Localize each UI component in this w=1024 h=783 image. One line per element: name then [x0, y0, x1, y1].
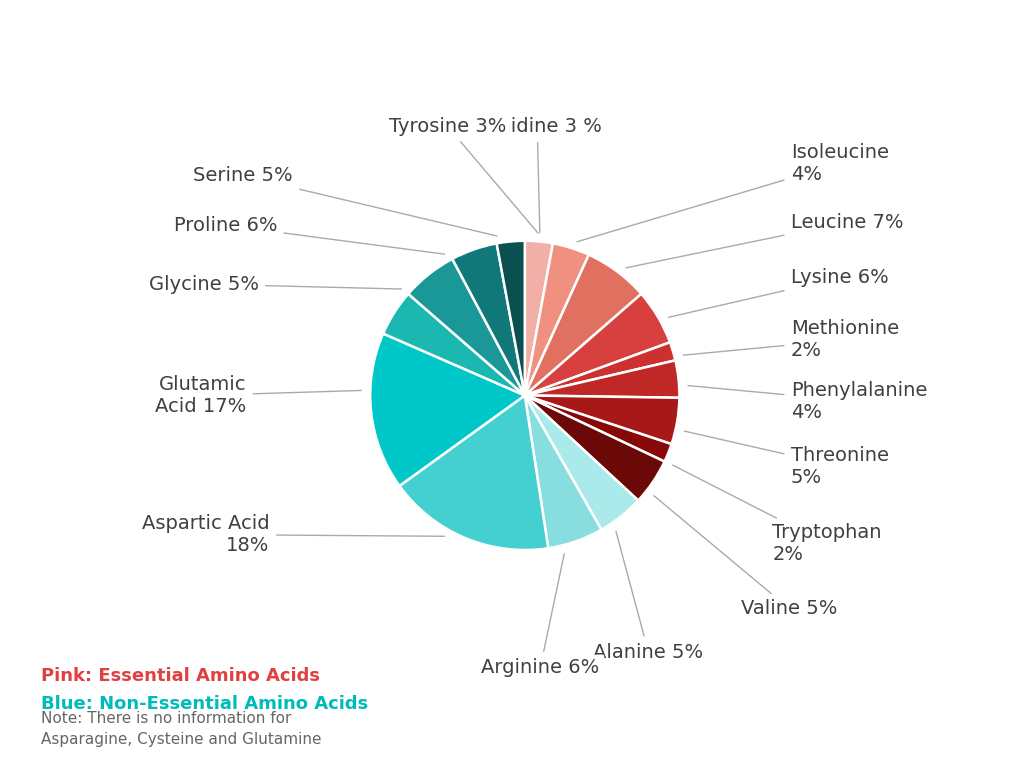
Wedge shape [371, 334, 524, 486]
Wedge shape [409, 259, 524, 395]
Text: Tyrosine 3%: Tyrosine 3% [389, 117, 539, 233]
Text: Histidine 3 %: Histidine 3 % [473, 117, 602, 233]
Wedge shape [524, 395, 665, 500]
Text: Arginine 6%: Arginine 6% [481, 554, 599, 677]
Wedge shape [524, 395, 679, 444]
Wedge shape [524, 360, 679, 398]
Wedge shape [524, 254, 641, 395]
Wedge shape [524, 395, 638, 529]
Text: Blue: Non-Essential Amino Acids: Blue: Non-Essential Amino Acids [41, 695, 369, 713]
Wedge shape [399, 395, 548, 550]
Text: Leucine 7%: Leucine 7% [626, 213, 903, 268]
Text: Aspartic Acid
18%: Aspartic Acid 18% [142, 514, 444, 555]
Wedge shape [524, 244, 589, 395]
Text: Serine 5%: Serine 5% [194, 167, 497, 236]
Wedge shape [524, 342, 676, 395]
Text: Alanine 5%: Alanine 5% [594, 531, 703, 662]
Text: Isoleucine
4%: Isoleucine 4% [578, 143, 889, 242]
Wedge shape [383, 294, 524, 395]
Text: Tryptophan
2%: Tryptophan 2% [673, 465, 882, 565]
Wedge shape [524, 241, 553, 395]
Text: Proline 6%: Proline 6% [174, 216, 444, 254]
Text: Glutamic
Acid 17%: Glutamic Acid 17% [156, 375, 361, 416]
Wedge shape [524, 395, 672, 461]
Text: Lysine 6%: Lysine 6% [669, 269, 889, 317]
Text: Phenylalanine
4%: Phenylalanine 4% [688, 381, 927, 422]
Wedge shape [453, 244, 524, 395]
Text: Threonine
5%: Threonine 5% [684, 431, 889, 487]
Wedge shape [524, 395, 601, 548]
Wedge shape [497, 241, 525, 395]
Text: Note: There is no information for
Asparagine, Cysteine and Glutamine: Note: There is no information for Aspara… [41, 711, 322, 747]
Text: Glycine 5%: Glycine 5% [148, 275, 401, 294]
Wedge shape [524, 294, 670, 395]
Text: Methionine
2%: Methionine 2% [683, 319, 899, 360]
Text: Pink: Essential Amino Acids: Pink: Essential Amino Acids [41, 667, 319, 685]
Text: Valine 5%: Valine 5% [654, 496, 838, 619]
